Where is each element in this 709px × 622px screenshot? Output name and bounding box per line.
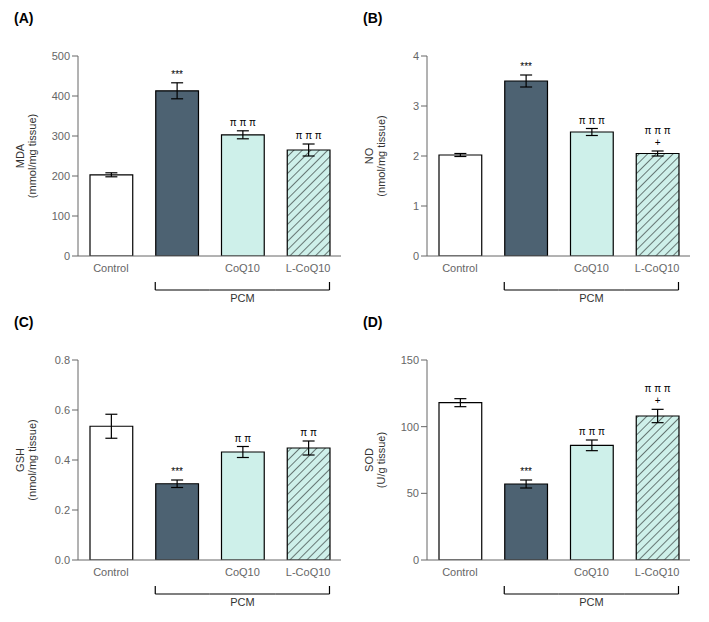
html-text:(C): (C): [14, 314, 34, 330]
svg-text:π π π: π π π: [644, 125, 670, 136]
svg-text:400: 400: [52, 90, 70, 102]
svg-text:L-CoQ10: L-CoQ10: [286, 566, 331, 578]
svg-text:***: ***: [171, 466, 183, 477]
svg-text:3: 3: [413, 100, 419, 112]
svg-text:Control: Control: [442, 262, 477, 274]
svg-text:0.6: 0.6: [55, 404, 70, 416]
svg-text:0.8: 0.8: [55, 354, 70, 366]
svg-text:500: 500: [52, 50, 70, 62]
svg-text:0: 0: [413, 250, 419, 262]
svg-text:π π: π π: [235, 433, 252, 444]
svg-text:π π π: π π π: [295, 130, 321, 141]
svg-text:***: ***: [171, 69, 183, 80]
svg-text:300: 300: [52, 130, 70, 142]
svg-text:SOD(U/g tissue): SOD(U/g tissue): [363, 432, 387, 488]
svg-text:CoQ10: CoQ10: [574, 566, 609, 578]
svg-text:200: 200: [52, 170, 70, 182]
svg-text:2: 2: [413, 150, 419, 162]
svg-text:150: 150: [401, 354, 419, 366]
svg-text:***: ***: [520, 466, 532, 477]
svg-text:L-CoQ10: L-CoQ10: [286, 262, 331, 274]
svg-text:π π π: π π π: [644, 383, 670, 394]
svg-text:GSH(nmol/mg tissue): GSH(nmol/mg tissue): [14, 419, 38, 500]
svg-text:50: 50: [407, 487, 419, 499]
svg-text:NO(nmol/mg tissue): NO(nmol/mg tissue): [363, 115, 387, 196]
svg-text:1: 1: [413, 200, 419, 212]
svg-text:π π: π π: [300, 427, 317, 438]
html-text:(B): (B): [363, 10, 383, 26]
svg-text:***: ***: [520, 61, 532, 72]
html-text:(A): (A): [14, 10, 34, 26]
svg-text:MDA(mmol/mg tissue): MDA(mmol/mg tissue): [14, 114, 38, 198]
svg-text:4: 4: [413, 50, 419, 62]
svg-text:π π π: π π π: [579, 426, 605, 437]
svg-text:100: 100: [52, 210, 70, 222]
svg-text:PCM: PCM: [579, 596, 603, 608]
svg-text:π π π: π π π: [230, 117, 256, 128]
svg-text:Control: Control: [442, 566, 477, 578]
svg-text:L-CoQ10: L-CoQ10: [635, 566, 680, 578]
svg-text:0.4: 0.4: [55, 454, 70, 466]
svg-text:PCM: PCM: [230, 596, 254, 608]
svg-text:0.0: 0.0: [55, 554, 70, 566]
svg-text:CoQ10: CoQ10: [574, 262, 609, 274]
svg-text:Control: Control: [93, 566, 128, 578]
svg-text:0: 0: [64, 250, 70, 262]
svg-text:0.2: 0.2: [55, 504, 70, 516]
svg-text:CoQ10: CoQ10: [225, 566, 260, 578]
svg-text:0: 0: [413, 554, 419, 566]
html-text:(D): (D): [363, 314, 383, 330]
svg-text:L-CoQ10: L-CoQ10: [635, 262, 680, 274]
svg-text:CoQ10: CoQ10: [225, 262, 260, 274]
svg-text:100: 100: [401, 421, 419, 433]
svg-text:PCM: PCM: [230, 292, 254, 304]
svg-text:PCM: PCM: [579, 292, 603, 304]
svg-text:+: +: [655, 395, 661, 406]
svg-text:+: +: [655, 137, 661, 148]
svg-text:Control: Control: [93, 262, 128, 274]
svg-text:π π π: π π π: [579, 115, 605, 126]
